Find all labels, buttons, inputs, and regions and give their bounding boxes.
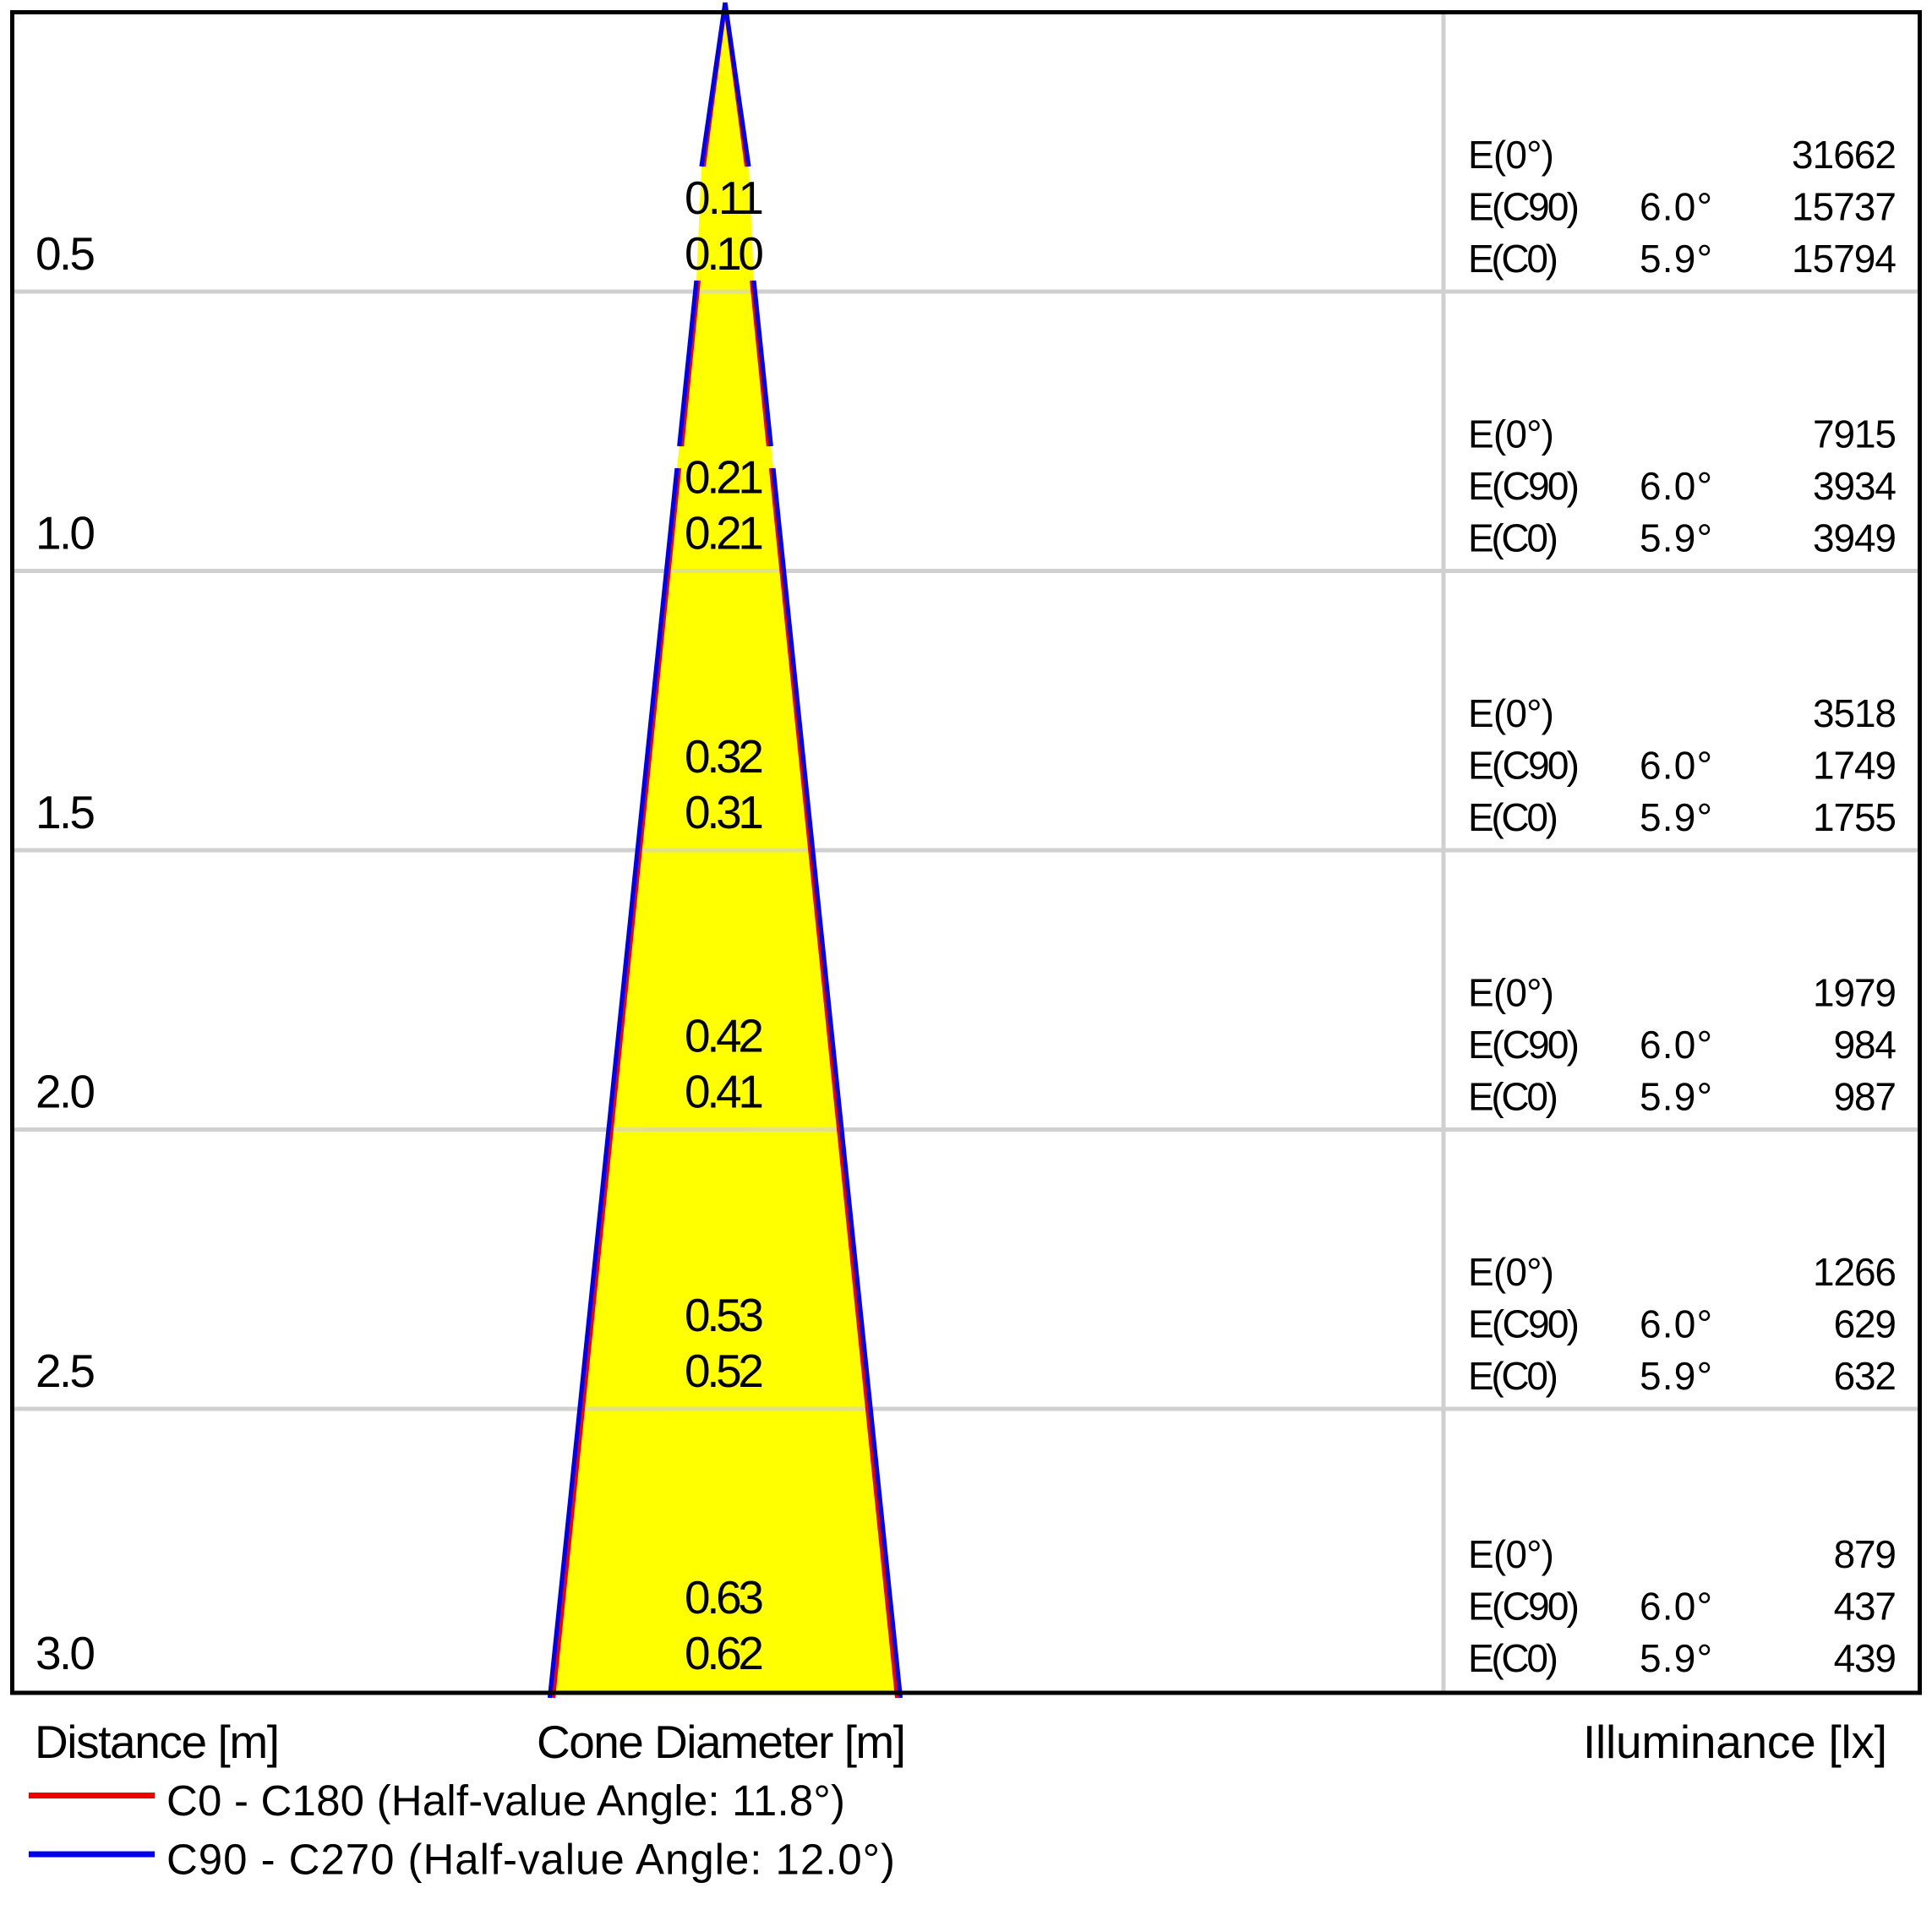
svg-text:6.0°: 6.0° — [1640, 464, 1712, 508]
svg-text:7915: 7915 — [1813, 412, 1897, 456]
svg-text:E(C0): E(C0) — [1468, 1075, 1558, 1119]
svg-text:5.9°: 5.9° — [1640, 1354, 1712, 1398]
svg-text:0.21: 0.21 — [685, 507, 764, 559]
svg-text:5.9°: 5.9° — [1640, 795, 1712, 839]
svg-text:E(C0): E(C0) — [1468, 1354, 1558, 1398]
svg-text:1755: 1755 — [1813, 795, 1897, 839]
svg-text:5.9°: 5.9° — [1640, 1075, 1712, 1119]
svg-text:31662: 31662 — [1792, 133, 1897, 177]
svg-text:15737: 15737 — [1792, 185, 1897, 229]
svg-text:0.42: 0.42 — [685, 1010, 764, 1062]
svg-text:0.5: 0.5 — [35, 227, 96, 280]
svg-text:2.5: 2.5 — [35, 1345, 96, 1397]
svg-text:E(C90): E(C90) — [1468, 464, 1580, 508]
svg-text:1.5: 1.5 — [35, 786, 96, 838]
svg-text:3518: 3518 — [1813, 691, 1897, 735]
svg-text:3.0: 3.0 — [35, 1627, 96, 1679]
svg-text:6.0°: 6.0° — [1640, 1302, 1712, 1346]
svg-text:E(C90): E(C90) — [1468, 744, 1580, 788]
svg-text:0.41: 0.41 — [685, 1066, 764, 1118]
svg-text:6.0°: 6.0° — [1640, 1585, 1712, 1629]
svg-text:984: 984 — [1834, 1023, 1897, 1067]
svg-text:3934: 3934 — [1813, 464, 1897, 508]
svg-text:1.0: 1.0 — [35, 507, 96, 559]
svg-text:6.0°: 6.0° — [1640, 185, 1712, 229]
svg-text:E(C0): E(C0) — [1468, 516, 1558, 560]
svg-text:6.0°: 6.0° — [1640, 744, 1712, 788]
svg-text:E(C0): E(C0) — [1468, 795, 1558, 839]
svg-text:1749: 1749 — [1813, 744, 1897, 788]
svg-text:15794: 15794 — [1792, 237, 1897, 281]
svg-text:1979: 1979 — [1813, 971, 1897, 1015]
svg-text:0.11: 0.11 — [685, 172, 764, 224]
svg-text:0.21: 0.21 — [685, 451, 764, 504]
svg-text:632: 632 — [1834, 1354, 1897, 1398]
svg-text:Cone Diameter [m]: Cone Diameter [m] — [537, 1716, 906, 1768]
svg-text:439: 439 — [1834, 1636, 1897, 1680]
svg-text:0.10: 0.10 — [685, 227, 764, 280]
svg-text:E(0°): E(0°) — [1468, 1532, 1554, 1576]
svg-text:0.62: 0.62 — [685, 1627, 764, 1679]
svg-text:5.9°: 5.9° — [1640, 1636, 1712, 1680]
svg-text:5.9°: 5.9° — [1640, 516, 1712, 560]
svg-text:437: 437 — [1834, 1585, 1897, 1629]
svg-text:E(0°): E(0°) — [1468, 691, 1554, 735]
svg-text:629: 629 — [1834, 1302, 1897, 1346]
svg-text:E(0°): E(0°) — [1468, 971, 1554, 1015]
svg-text:1266: 1266 — [1813, 1250, 1897, 1294]
svg-text:E(C90): E(C90) — [1468, 1023, 1580, 1067]
svg-text:5.9°: 5.9° — [1640, 237, 1712, 281]
svg-text:879: 879 — [1834, 1532, 1897, 1576]
svg-text:0.32: 0.32 — [685, 730, 764, 783]
svg-text:E(C0): E(C0) — [1468, 1636, 1558, 1680]
svg-text:Illuminance [lx]: Illuminance [lx] — [1583, 1716, 1887, 1768]
svg-text:0.63: 0.63 — [685, 1571, 764, 1624]
svg-text:0.31: 0.31 — [685, 786, 764, 838]
svg-text:E(C90): E(C90) — [1468, 1302, 1580, 1346]
svg-text:E(C0): E(C0) — [1468, 237, 1558, 281]
svg-text:E(C90): E(C90) — [1468, 1585, 1580, 1629]
svg-text:Distance [m]: Distance [m] — [35, 1716, 280, 1768]
svg-text:C90 - C270 (Half-value Angle:: C90 - C270 (Half-value Angle: 12.0°) — [166, 1836, 895, 1884]
svg-text:2.0: 2.0 — [35, 1066, 96, 1118]
svg-text:3949: 3949 — [1813, 516, 1897, 560]
svg-text:E(0°): E(0°) — [1468, 133, 1554, 177]
svg-text:C0 - C180 (Half-value Angle: 1: C0 - C180 (Half-value Angle: 11.8°) — [166, 1776, 845, 1825]
svg-text:E(C90): E(C90) — [1468, 185, 1580, 229]
svg-text:987: 987 — [1834, 1075, 1897, 1119]
svg-text:E(0°): E(0°) — [1468, 1250, 1554, 1294]
svg-text:E(0°): E(0°) — [1468, 412, 1554, 456]
svg-text:0.53: 0.53 — [685, 1289, 764, 1341]
svg-text:6.0°: 6.0° — [1640, 1023, 1712, 1067]
svg-text:0.52: 0.52 — [685, 1345, 764, 1397]
